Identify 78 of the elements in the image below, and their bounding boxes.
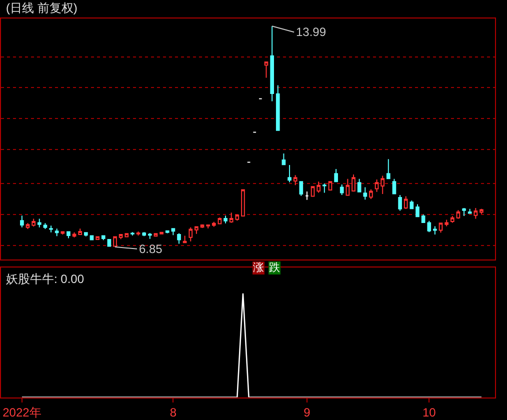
candlestick xyxy=(212,221,216,228)
x-tick-label: 8 xyxy=(170,406,177,420)
candlestick xyxy=(20,215,24,228)
text: 跌 xyxy=(269,262,280,274)
candlestick xyxy=(43,222,48,230)
candlestick xyxy=(171,228,176,236)
candlestick xyxy=(340,184,344,196)
candlestick xyxy=(177,232,181,244)
candlestick xyxy=(456,210,460,220)
candlestick xyxy=(101,235,106,241)
x-tick-label: 2022年 xyxy=(2,406,42,420)
candlestick xyxy=(293,174,298,186)
candlestick xyxy=(130,232,134,236)
candlestick xyxy=(316,181,321,194)
candlestick xyxy=(107,238,112,247)
annotation: 6.85 xyxy=(139,242,163,256)
candlestick xyxy=(352,174,356,192)
candlestick xyxy=(444,219,448,227)
candlestick xyxy=(386,158,390,180)
candlestick xyxy=(468,208,472,214)
chart-title: (日线 前复权) xyxy=(6,1,78,15)
candlestick xyxy=(427,220,432,233)
candlestick xyxy=(37,218,42,228)
candlestick xyxy=(26,222,30,230)
candlestick xyxy=(438,222,443,234)
candlestick xyxy=(142,232,146,237)
candlestick xyxy=(165,230,170,234)
candlestick xyxy=(398,194,402,212)
candlestick xyxy=(404,196,408,210)
candlestick xyxy=(410,200,414,210)
annotation: 13.99 xyxy=(296,25,326,39)
candlestick xyxy=(113,236,117,248)
candlestick xyxy=(322,183,326,194)
candlestick xyxy=(450,215,454,224)
candlestick xyxy=(136,230,140,236)
candlestick xyxy=(78,228,82,236)
candlestick xyxy=(264,62,268,78)
candlestick xyxy=(299,181,304,196)
candlestick xyxy=(148,232,152,240)
candlestick xyxy=(346,178,350,196)
candlestick xyxy=(182,235,187,244)
candlestick xyxy=(194,226,198,234)
x-tick-label: 10 xyxy=(422,406,436,420)
candlestick xyxy=(328,181,332,191)
candlestick xyxy=(66,231,70,239)
candlestick xyxy=(160,232,164,234)
candlestick xyxy=(357,178,362,192)
candlestick xyxy=(276,84,280,131)
candlestick xyxy=(334,168,338,182)
candlestick xyxy=(188,226,193,242)
candlestick xyxy=(474,207,478,220)
candlestick xyxy=(288,164,292,183)
candlestick xyxy=(84,232,88,237)
candlestick xyxy=(282,153,286,166)
candlestick xyxy=(421,214,426,223)
chart-title: 妖股牛牛: 0.00 xyxy=(6,272,84,286)
candlestick xyxy=(49,225,53,233)
candlestick xyxy=(480,208,484,214)
x-tick-label: 9 xyxy=(304,406,311,420)
candlestick xyxy=(32,218,36,227)
candlestick xyxy=(392,178,396,194)
candlestick xyxy=(416,204,420,218)
candlestick xyxy=(363,186,368,200)
candlestick xyxy=(224,215,228,224)
candlestick xyxy=(96,236,100,240)
candlestick xyxy=(369,188,373,200)
candlestick xyxy=(72,232,76,238)
candlestick xyxy=(380,175,385,195)
candlestick xyxy=(462,207,466,216)
text: 涨 xyxy=(253,262,264,274)
candlestick xyxy=(60,231,65,236)
candlestick xyxy=(270,26,274,102)
candlestick xyxy=(374,179,379,192)
candlestick xyxy=(54,228,59,237)
candlestick xyxy=(241,189,245,216)
candlestick xyxy=(206,224,210,229)
candlestick xyxy=(305,191,309,200)
candlestick xyxy=(433,226,437,236)
